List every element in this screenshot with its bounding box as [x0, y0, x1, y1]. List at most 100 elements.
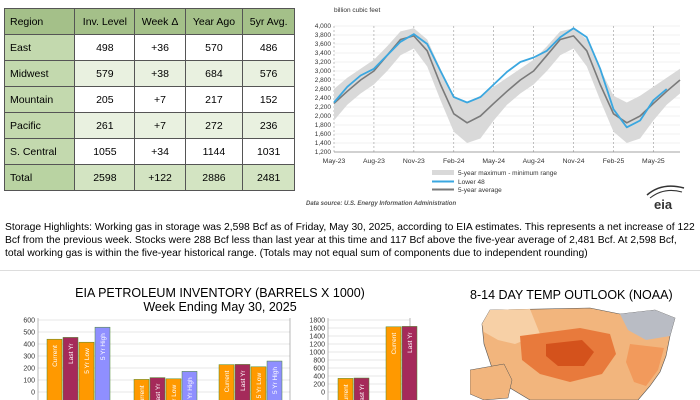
x-tick-label: Aug-24	[523, 158, 545, 165]
table-row: Mountain 205 +7 217 152	[3, 86, 295, 113]
bar	[46, 338, 63, 400]
bar-label: Last Yr	[68, 343, 75, 364]
eia-logo-text: eia	[654, 197, 673, 212]
x-tick-label: May-23	[323, 158, 346, 165]
row-inv-level: 1055	[74, 138, 136, 165]
petroleum-title-line2: Week Ending May 30, 2025	[143, 300, 297, 314]
bar	[234, 364, 251, 400]
row-inv-level: 261	[74, 112, 136, 139]
row-region: Midwest	[3, 60, 76, 87]
row-region: Pacific	[3, 112, 76, 139]
y-tick-label: 1,200	[315, 149, 332, 156]
y-tick-label: 400	[23, 342, 35, 349]
y-tick-label: 4,000	[315, 23, 332, 30]
bar	[385, 326, 402, 400]
northwest-region	[482, 309, 540, 344]
table-header-row: Region Inv. Level Week Δ Year Ago 5yr Av…	[3, 8, 295, 35]
row-week-delta: +36	[134, 34, 186, 61]
y-tick-label: 3,800	[315, 32, 332, 39]
storage-chart: billion cubic feet 1,200 1,400 1,600 1,800 2…	[306, 7, 685, 212]
bar-label: 5 Yr High	[187, 377, 194, 400]
header-inv-level: Inv. Level	[74, 8, 136, 35]
row-week-delta: +38	[134, 60, 186, 87]
bar-label: 5 Yr Low	[84, 348, 91, 374]
y-tick-label: 800	[313, 358, 325, 365]
row-week-delta: +34	[134, 138, 186, 165]
row-inv-level: 2598	[74, 164, 136, 191]
storage-highlights: Storage Highlights: Working gas in stora…	[5, 222, 695, 259]
y-tick-label: 2,600	[315, 86, 332, 93]
row-5yr-avg: 1031	[242, 138, 295, 165]
legend-label-avg: 5-year average	[458, 187, 502, 194]
row-region: East	[3, 34, 76, 61]
bar	[78, 341, 95, 400]
storage-source: Data source: U.S. Energy Information Adm…	[306, 201, 456, 207]
storage-table: Region Inv. Level Week Δ Year Ago 5yr Av…	[3, 8, 295, 191]
bar-label: 5 Yr Low	[171, 385, 178, 400]
y-tick-label: 1,800	[315, 122, 332, 129]
table-total-row: Total 2598 +122 2886 2481	[3, 164, 295, 191]
petroleum-title-line1: EIA PETROLEUM INVENTORY (BARRELS X 1000)	[75, 286, 365, 300]
y-tick-label: 2,400	[315, 95, 332, 102]
row-5yr-avg: 152	[242, 86, 295, 113]
y-tick-label: 600	[313, 366, 325, 373]
bar-label: 5 Yr High	[100, 333, 107, 360]
y-tick-label: 0	[321, 390, 325, 397]
row-year-ago: 2886	[184, 164, 244, 191]
y-tick-label: 2,800	[315, 77, 332, 84]
bar	[337, 378, 354, 400]
y-tick-label: 100	[23, 378, 35, 385]
storage-unit-label: billion cubic feet	[334, 7, 380, 14]
bar-label: Last Yr	[240, 370, 247, 391]
bar-label: Current	[224, 370, 231, 392]
row-5yr-avg: 576	[242, 60, 295, 87]
y-tick-label: 500	[23, 330, 35, 337]
y-tick-label: 0	[31, 390, 35, 397]
petroleum-title: EIA PETROLEUM INVENTORY (BARRELS X 1000)…	[50, 286, 390, 314]
bar	[165, 378, 182, 400]
row-5yr-avg: 236	[242, 112, 295, 139]
bar-label: 5 Yr Low	[256, 373, 263, 399]
row-region: Total	[3, 164, 76, 191]
x-tick-label: Aug-23	[363, 158, 385, 165]
y-tick-label: 3,000	[315, 68, 332, 75]
legend-label-lower48: Lower 48	[458, 179, 485, 186]
header-week-delta: Week Δ	[134, 8, 186, 35]
storage-y-ticks: 1,200 1,400 1,600 1,800 2,000 2,200 2,400 2,600…	[315, 23, 332, 156]
y-tick-label: 2,000	[315, 113, 332, 120]
y-tick-label: 400	[313, 374, 325, 381]
bar	[149, 377, 166, 400]
table-row: East 498 +36 570 486	[3, 34, 295, 61]
petroleum-chart-left: 0 100 200 300 400 500 600 Current Last Yr 5 Yr Lo…	[23, 318, 291, 400]
bar-label: 5 Yr High	[272, 367, 279, 394]
bar-label: Current	[52, 345, 59, 367]
row-week-delta: +7	[134, 112, 186, 139]
outlook-title: 8-14 DAY TEMP OUTLOOK (NOAA)	[470, 288, 673, 302]
row-region: Mountain	[3, 86, 76, 113]
row-year-ago: 684	[184, 60, 244, 87]
bar	[133, 379, 150, 400]
bar	[266, 360, 283, 400]
series-lower-48	[333, 27, 668, 129]
row-week-delta: +7	[134, 86, 186, 113]
row-inv-level: 579	[74, 60, 136, 87]
storage-series	[333, 27, 681, 143]
bar	[250, 366, 267, 400]
y-tick-label: 1800	[309, 318, 325, 325]
row-5yr-avg: 486	[242, 34, 295, 61]
row-week-delta: +122	[134, 164, 186, 191]
storage-x-ticks: May-23 Aug-23 Nov-23 Feb-24 May-24 Aug-24 Nov-…	[323, 158, 665, 165]
x-tick-label: Feb-24	[443, 158, 465, 165]
y-tick-label: 200	[313, 382, 325, 389]
y-tick-label: 2,200	[315, 104, 332, 111]
section-divider	[0, 270, 700, 271]
x-tick-label: Nov-24	[563, 158, 585, 165]
row-inv-level: 498	[74, 34, 136, 61]
x-tick-label: May-25	[642, 158, 665, 165]
y-tick-label: 200	[23, 366, 35, 373]
y-tick-label: 1200	[309, 342, 325, 349]
y-tick-label: 3,200	[315, 59, 332, 66]
bar-label: Last Yr	[359, 383, 366, 400]
bar-label: Current	[391, 333, 398, 355]
